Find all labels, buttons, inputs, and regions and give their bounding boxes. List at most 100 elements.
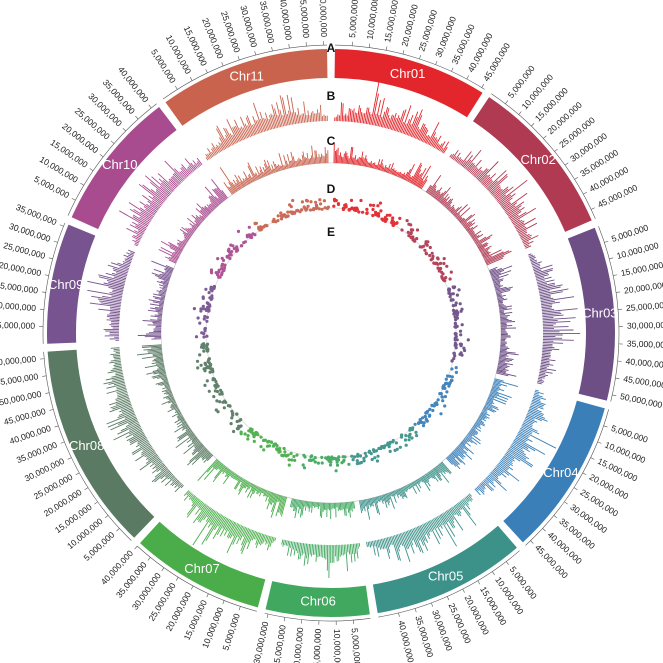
chr03-track-c-histogram: [488, 265, 519, 377]
data-tracks: [87, 79, 581, 579]
chr03-tick-label: 30,000,000: [627, 320, 663, 331]
chr02-tick-mark: [583, 191, 587, 195]
chr01-tick-mark: [385, 46, 388, 51]
chr07-track-b-histogram: [183, 490, 277, 554]
chr04-track-c-histogram: [445, 378, 519, 470]
chr06-track-d-scatter: [301, 453, 351, 473]
chr09-tick-mark: [44, 274, 49, 276]
chr08-tick-mark: [94, 501, 98, 505]
chr08-tick-mark: [60, 441, 65, 444]
chr01-tick-label: 10,000,000: [365, 0, 381, 40]
chr11-tick-mark: [288, 44, 290, 49]
chr04-tick-label: 5,000,000: [610, 423, 650, 445]
chr10-tick-mark: [89, 168, 94, 171]
chr05-label: Chr05: [428, 568, 463, 583]
track-label-d: D: [327, 182, 336, 196]
chr02-track-b-histogram: [449, 149, 539, 249]
chr09-tick-mark: [59, 224, 64, 227]
chr01-tick-mark: [435, 60, 438, 65]
chr03-tick-mark: [615, 377, 620, 379]
chr02-ideogram-band: [472, 97, 592, 232]
chr08-track-b-histogram: [103, 347, 184, 493]
chr09-tick-label: 5,000,000: [0, 320, 35, 331]
chr10-tick-mark: [99, 154, 104, 158]
chr03-tick-label: 45,000,000: [623, 374, 663, 391]
chr08-ideogram-band: [47, 349, 155, 538]
chr03-track-d-scatter: [447, 285, 470, 363]
track-label-b: B: [327, 89, 336, 103]
track-letters: A B C D E: [327, 41, 336, 239]
chr10-axis-arc: [67, 103, 157, 216]
chr10-tick-mark: [71, 198, 76, 201]
chr02-tick-mark: [505, 100, 509, 104]
chr02-tick-mark: [574, 176, 579, 180]
chr08-tick-mark: [54, 425, 59, 428]
chr08-tick-mark: [75, 472, 80, 476]
chr10-tick-mark: [80, 182, 84, 186]
chr08-tick-label: 50,000,000: [0, 389, 43, 408]
chr02-axis-arc: [491, 93, 596, 219]
chr01-track-d-scatter: [332, 197, 402, 227]
chr10-tick-mark: [122, 127, 126, 132]
chr02-tick-mark: [591, 207, 595, 210]
chr03-tick-label: 50,000,000: [619, 391, 663, 410]
chr03-tick-label: 40,000,000: [625, 356, 663, 370]
chr04-tick-mark: [582, 472, 587, 476]
chr01-label: Chr01: [390, 66, 425, 81]
chr09-tick-label: 15,000,000: [0, 280, 39, 296]
chr09-ideogram-band: [47, 224, 96, 344]
chr05-tick-mark: [477, 580, 481, 585]
chr06-ideogram-band: [265, 581, 370, 617]
chr04-track-b-histogram: [474, 389, 557, 496]
chr09-tick-mark: [48, 257, 53, 260]
chr11-tick-label: 30,000,000: [238, 4, 259, 48]
chr01-tick-mark: [481, 84, 485, 88]
chr06-tick-label: 30,000,000: [251, 620, 270, 663]
chr06-label: Chr06: [300, 594, 335, 609]
chr04-tick-mark: [590, 457, 595, 460]
chr09-tick-label: 20,000,000: [0, 260, 42, 278]
chr04-tick-mark: [530, 540, 534, 544]
chr06-tick-mark: [283, 617, 286, 622]
chr10-label: Chr10: [102, 157, 137, 172]
chr03-axis-arc: [598, 226, 620, 402]
chr01-tick-label: 15,000,000: [382, 0, 400, 43]
chr03-label: Chr03: [582, 306, 617, 321]
chr07-tick-mark: [206, 593, 209, 598]
chr06-tick-label: 25,000,000: [271, 624, 288, 663]
chr04-tick-mark: [597, 441, 602, 444]
chr03-ideogram-band: [567, 227, 615, 401]
chr01-track-c-histogram: [333, 142, 432, 190]
chr07-tick-mark: [222, 600, 225, 605]
chr07-tick-mark: [238, 606, 241, 611]
chr07-tick-mark: [175, 577, 179, 581]
chr10-tick-mark: [148, 104, 152, 109]
track-label-e: E: [327, 225, 335, 239]
chr10-tick-mark: [135, 115, 139, 120]
chromosome-ideogram-ring: [47, 49, 615, 617]
chr04-tick-mark: [573, 487, 578, 491]
chr01-tick-mark: [402, 50, 405, 55]
chr09-tick-mark: [41, 291, 46, 293]
chr11-tick-mark: [237, 56, 240, 61]
chr08-axis-arc: [43, 351, 132, 541]
chr08-tick-label: 55,000,000: [0, 371, 39, 387]
track-c-baseline: [160, 162, 502, 504]
chr06-tick-mark: [266, 613, 269, 618]
chr03-tick-label: 25,000,000: [626, 300, 663, 313]
chr11-track-d-scatter: [253, 198, 330, 232]
chr05-tick-mark: [446, 596, 450, 601]
chr05-tick-mark: [398, 612, 400, 617]
chr06-track-b-histogram: [281, 539, 361, 579]
chr07-tick-mark: [147, 557, 151, 561]
chr01-axis-arc: [335, 44, 485, 90]
chr08-tick-mark: [42, 375, 47, 377]
chr03-tick-label: 35,000,000: [627, 338, 663, 350]
chr03-tick-mark: [609, 257, 614, 260]
chr05-tick-mark: [414, 608, 417, 613]
chr11-tick-mark: [221, 62, 224, 67]
chr06-tick-label: 15,000,000: [311, 628, 323, 663]
chr08-tick-mark: [104, 515, 109, 519]
chr08-tick-mark: [116, 528, 120, 532]
